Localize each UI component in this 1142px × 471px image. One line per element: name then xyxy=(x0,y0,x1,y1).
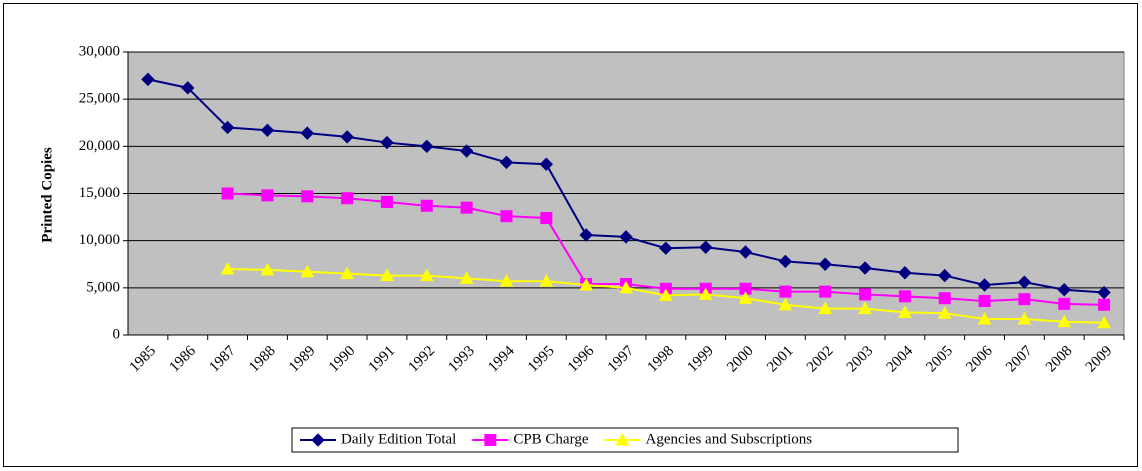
data-point xyxy=(340,130,354,144)
data-point xyxy=(579,228,593,242)
legend-marker xyxy=(484,434,497,446)
legend-label: Agencies and Subscriptions xyxy=(645,431,812,447)
data-point xyxy=(778,297,793,311)
y-axis-label: Printed Copies xyxy=(39,147,55,243)
data-point xyxy=(1097,285,1111,300)
data-point xyxy=(1018,293,1031,306)
data-point xyxy=(300,264,315,278)
data-point xyxy=(619,230,633,244)
data-point xyxy=(220,261,235,275)
data-point xyxy=(419,268,434,282)
data-point xyxy=(1097,315,1111,329)
data-point xyxy=(459,271,474,284)
data-point xyxy=(220,120,235,135)
data-point xyxy=(261,189,274,202)
data-point xyxy=(658,288,673,301)
data-point xyxy=(858,301,872,315)
data-point xyxy=(898,290,911,303)
data-point xyxy=(1057,314,1072,328)
data-point xyxy=(659,241,673,255)
data-point xyxy=(619,280,633,294)
y-tick-label: 25,000 xyxy=(79,91,120,107)
data-point xyxy=(698,287,713,300)
data-point xyxy=(181,81,195,95)
data-point xyxy=(1057,283,1071,297)
data-point xyxy=(819,285,832,298)
data-point xyxy=(938,268,952,283)
y-tick-label: 5,000 xyxy=(86,279,120,295)
data-point xyxy=(380,268,394,282)
y-tick-label: 20,000 xyxy=(79,138,120,154)
data-point xyxy=(698,240,713,254)
data-point xyxy=(1058,297,1071,310)
data-point xyxy=(539,157,554,171)
data-point xyxy=(738,245,753,259)
data-point xyxy=(141,72,155,87)
data-point xyxy=(977,278,992,292)
data-point xyxy=(539,274,554,287)
data-point xyxy=(859,288,872,301)
data-point xyxy=(380,195,393,208)
data-point xyxy=(420,199,433,212)
legend-label: CPB Charge xyxy=(513,431,588,447)
data-point xyxy=(420,139,434,154)
data-point xyxy=(938,292,951,305)
data-point xyxy=(978,295,991,308)
data-point xyxy=(1017,275,1032,289)
data-point xyxy=(341,192,354,205)
data-point xyxy=(898,266,912,280)
data-point xyxy=(818,301,833,315)
legend-marker xyxy=(615,432,630,446)
data-point xyxy=(818,257,832,271)
data-point xyxy=(1017,311,1032,325)
data-point xyxy=(340,266,354,280)
data-point xyxy=(260,262,275,276)
y-tick-label: 10,000 xyxy=(79,232,120,248)
data-point xyxy=(738,291,753,304)
y-tick-label: 15,000 xyxy=(79,185,120,201)
data-point xyxy=(499,155,514,170)
data-point xyxy=(779,285,792,298)
data-point xyxy=(301,190,314,203)
data-point xyxy=(778,254,793,269)
y-tick-label: 0 xyxy=(113,326,121,342)
data-point xyxy=(260,123,275,138)
data-point xyxy=(1098,298,1111,311)
data-point xyxy=(499,274,514,287)
data-point xyxy=(898,305,912,318)
data-point xyxy=(937,306,952,319)
data-point xyxy=(977,311,992,325)
data-point xyxy=(221,187,234,200)
data-point xyxy=(540,212,553,225)
data-point xyxy=(460,201,473,214)
data-point xyxy=(858,261,872,275)
data-point xyxy=(300,126,314,140)
y-tick-label: 30,000 xyxy=(79,43,120,59)
legend-label: Daily Edition Total xyxy=(341,431,456,447)
data-point xyxy=(579,277,594,291)
data-point xyxy=(459,144,474,158)
data-point xyxy=(500,210,513,223)
legend-marker xyxy=(311,433,325,447)
data-point xyxy=(380,135,394,150)
